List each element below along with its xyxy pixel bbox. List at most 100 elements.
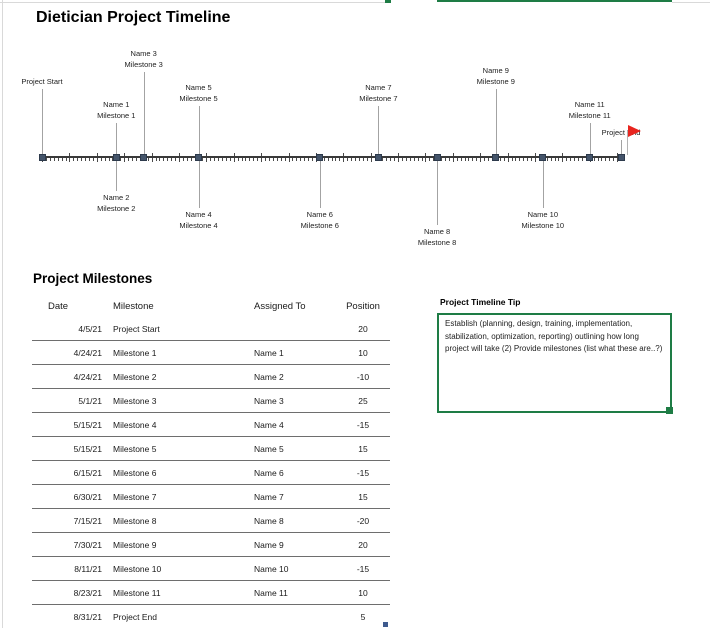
axis-minor-tick — [292, 157, 294, 161]
cell-position[interactable]: 20 — [358, 539, 368, 550]
cell-milestone[interactable]: Milestone 7 — [113, 491, 157, 502]
milestone-marker[interactable] — [539, 153, 547, 161]
cell-position[interactable]: 15 — [358, 443, 368, 454]
axis-minor-tick — [546, 157, 548, 161]
cell-milestone[interactable]: Project Start — [113, 323, 160, 334]
table-header-position: Position — [346, 300, 380, 312]
leader-line — [542, 157, 544, 208]
cell-date[interactable]: 8/23/21 — [73, 587, 102, 598]
cell-milestone[interactable]: Milestone 4 — [113, 419, 157, 430]
tip-textbox[interactable]: Establish (planning, design, training, i… — [437, 313, 672, 413]
cell-milestone[interactable]: Milestone 9 — [113, 539, 157, 550]
cell-assigned-to[interactable]: Name 2 — [254, 371, 284, 382]
cell-milestone[interactable]: Milestone 8 — [113, 515, 157, 526]
cell-position[interactable]: 5 — [360, 611, 366, 622]
cell-assigned-to[interactable]: Name 8 — [254, 515, 284, 526]
section-title: Project Milestones — [33, 271, 153, 286]
axis-minor-tick — [218, 157, 219, 161]
axis-minor-tick — [159, 157, 161, 161]
cell-milestone[interactable]: Milestone 3 — [113, 395, 157, 406]
milestone-marker[interactable] — [140, 153, 148, 161]
cell-date[interactable]: 5/15/21 — [73, 419, 102, 430]
milestone-marker[interactable] — [316, 153, 324, 161]
cell-assigned-to[interactable]: Name 6 — [254, 467, 284, 478]
cell-date[interactable]: 6/15/21 — [73, 467, 102, 478]
cell-date[interactable]: 7/15/21 — [73, 515, 102, 526]
milestone-label-line: Milestone 2 — [97, 203, 136, 213]
cell-position[interactable]: 10 — [358, 347, 368, 358]
milestone-label: Name 9 Milestone 9 — [441, 66, 551, 87]
milestone-marker[interactable] — [433, 153, 441, 161]
cell-date[interactable]: 8/31/21 — [73, 611, 102, 622]
milestone-marker[interactable] — [195, 153, 202, 161]
cell-date[interactable]: 4/24/21 — [73, 347, 102, 358]
cell-date[interactable]: 5/1/21 — [78, 395, 102, 406]
axis-minor-tick — [527, 157, 529, 161]
milestone-marker[interactable] — [617, 153, 625, 161]
axis-minor-tick — [597, 157, 599, 161]
axis-minor-tick — [409, 157, 411, 161]
axis-minor-tick — [268, 157, 270, 161]
leader-line — [495, 89, 497, 157]
offscreen-textbox-handle[interactable] — [385, 0, 391, 3]
cell-position[interactable]: -10 — [356, 371, 370, 382]
cell-position[interactable]: 25 — [358, 395, 368, 406]
cell-date[interactable]: 7/30/21 — [73, 539, 102, 550]
cell-assigned-to[interactable]: Name 10 — [254, 563, 289, 574]
axis-minor-tick — [323, 157, 325, 161]
axis-minor-tick — [460, 157, 462, 161]
axis-minor-tick — [65, 157, 67, 161]
milestone-label: Name 8 Milestone 8 — [382, 227, 492, 248]
cell-milestone[interactable]: Milestone 10 — [113, 563, 162, 574]
cell-assigned-to[interactable]: Name 5 — [254, 443, 284, 454]
milestone-label: Name 11 Milestone 11 — [535, 100, 645, 121]
milestone-marker[interactable] — [586, 153, 594, 161]
cell-position[interactable]: 15 — [358, 491, 368, 502]
cell-date[interactable]: 4/24/21 — [73, 371, 102, 382]
table-header-milestone: Milestone — [113, 300, 154, 312]
milestone-marker[interactable] — [38, 153, 46, 161]
axis-minor-tick — [578, 157, 579, 161]
cell-position[interactable]: -20 — [356, 515, 370, 526]
cell-milestone[interactable]: Project End — [113, 611, 157, 622]
cell-assigned-to[interactable]: Name 3 — [254, 395, 284, 406]
cell-assigned-to[interactable]: Name 7 — [254, 491, 284, 502]
axis-minor-tick — [61, 157, 63, 161]
milestone-label: Name 3 Milestone 3 — [89, 49, 199, 70]
milestone-marker[interactable] — [374, 153, 382, 161]
milestone-label-line: Name 5 — [185, 83, 212, 92]
cell-position[interactable]: 20 — [358, 323, 368, 334]
cell-position[interactable]: 10 — [358, 587, 368, 598]
axis-minor-tick — [77, 157, 79, 161]
cell-milestone[interactable]: Milestone 5 — [113, 443, 157, 454]
axis-minor-tick — [73, 157, 75, 161]
cell-milestone[interactable]: Milestone 6 — [113, 467, 157, 478]
milestone-marker[interactable] — [492, 153, 500, 161]
tip-body-text: Establish (planning, design, training, i… — [445, 319, 663, 353]
axis-minor-tick — [276, 157, 278, 161]
cell-date[interactable]: 4/5/21 — [78, 323, 102, 334]
cell-assigned-to[interactable]: Name 1 — [254, 347, 284, 358]
milestone-label-line: Milestone 11 — [568, 110, 611, 120]
leader-line — [319, 157, 321, 208]
cell-assigned-to[interactable]: Name 4 — [254, 419, 284, 430]
leader-line — [589, 123, 591, 157]
cell-position[interactable]: -15 — [356, 419, 370, 430]
axis-minor-tick — [339, 157, 341, 161]
cell-milestone[interactable]: Milestone 1 — [113, 347, 157, 358]
axis-minor-tick — [300, 157, 302, 161]
cell-assigned-to[interactable]: Name 9 — [254, 539, 284, 550]
cell-date[interactable]: 6/30/21 — [73, 491, 102, 502]
cell-date[interactable]: 8/11/21 — [74, 563, 102, 574]
cell-milestone[interactable]: Milestone 11 — [113, 587, 161, 598]
cell-date[interactable]: 5/15/21 — [73, 443, 102, 454]
cell-position[interactable]: -15 — [356, 467, 370, 478]
cell-milestone[interactable]: Milestone 2 — [113, 371, 157, 382]
axis-minor-tick — [257, 157, 259, 161]
cell-position[interactable]: -15 — [356, 563, 370, 574]
table-header-row: Date Milestone Assigned To Position — [32, 295, 390, 317]
milestone-marker[interactable] — [112, 153, 120, 161]
cell-assigned-to[interactable]: Name 11 — [254, 587, 288, 598]
tip-resize-handle[interactable] — [666, 407, 673, 414]
axis-minor-tick — [421, 157, 423, 161]
